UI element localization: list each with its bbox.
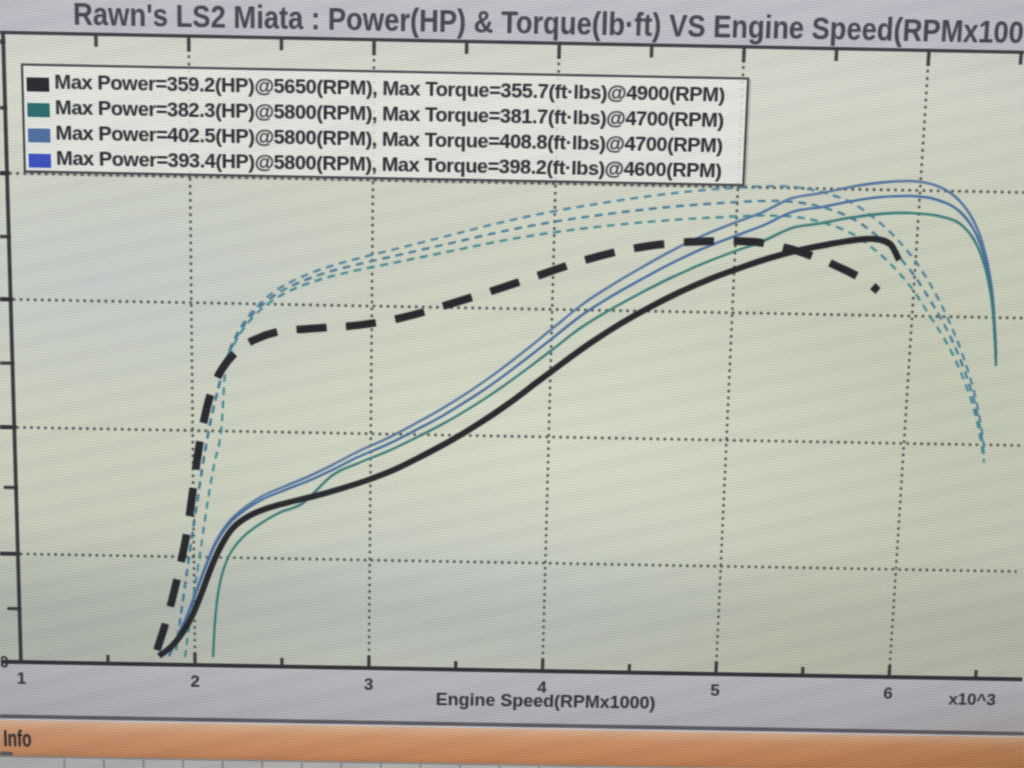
svg-text:5: 5 xyxy=(710,681,720,699)
svg-text:4: 4 xyxy=(537,678,548,696)
svg-text:Engine Speed(RPMx1000): Engine Speed(RPMx1000) xyxy=(436,690,656,713)
svg-text:6: 6 xyxy=(883,684,894,702)
svg-text:2: 2 xyxy=(190,672,200,691)
svg-text:1: 1 xyxy=(16,669,26,688)
svg-text:3: 3 xyxy=(364,675,374,693)
svg-text:0: 0 xyxy=(0,652,9,671)
svg-text:x10^3: x10^3 xyxy=(948,690,997,709)
